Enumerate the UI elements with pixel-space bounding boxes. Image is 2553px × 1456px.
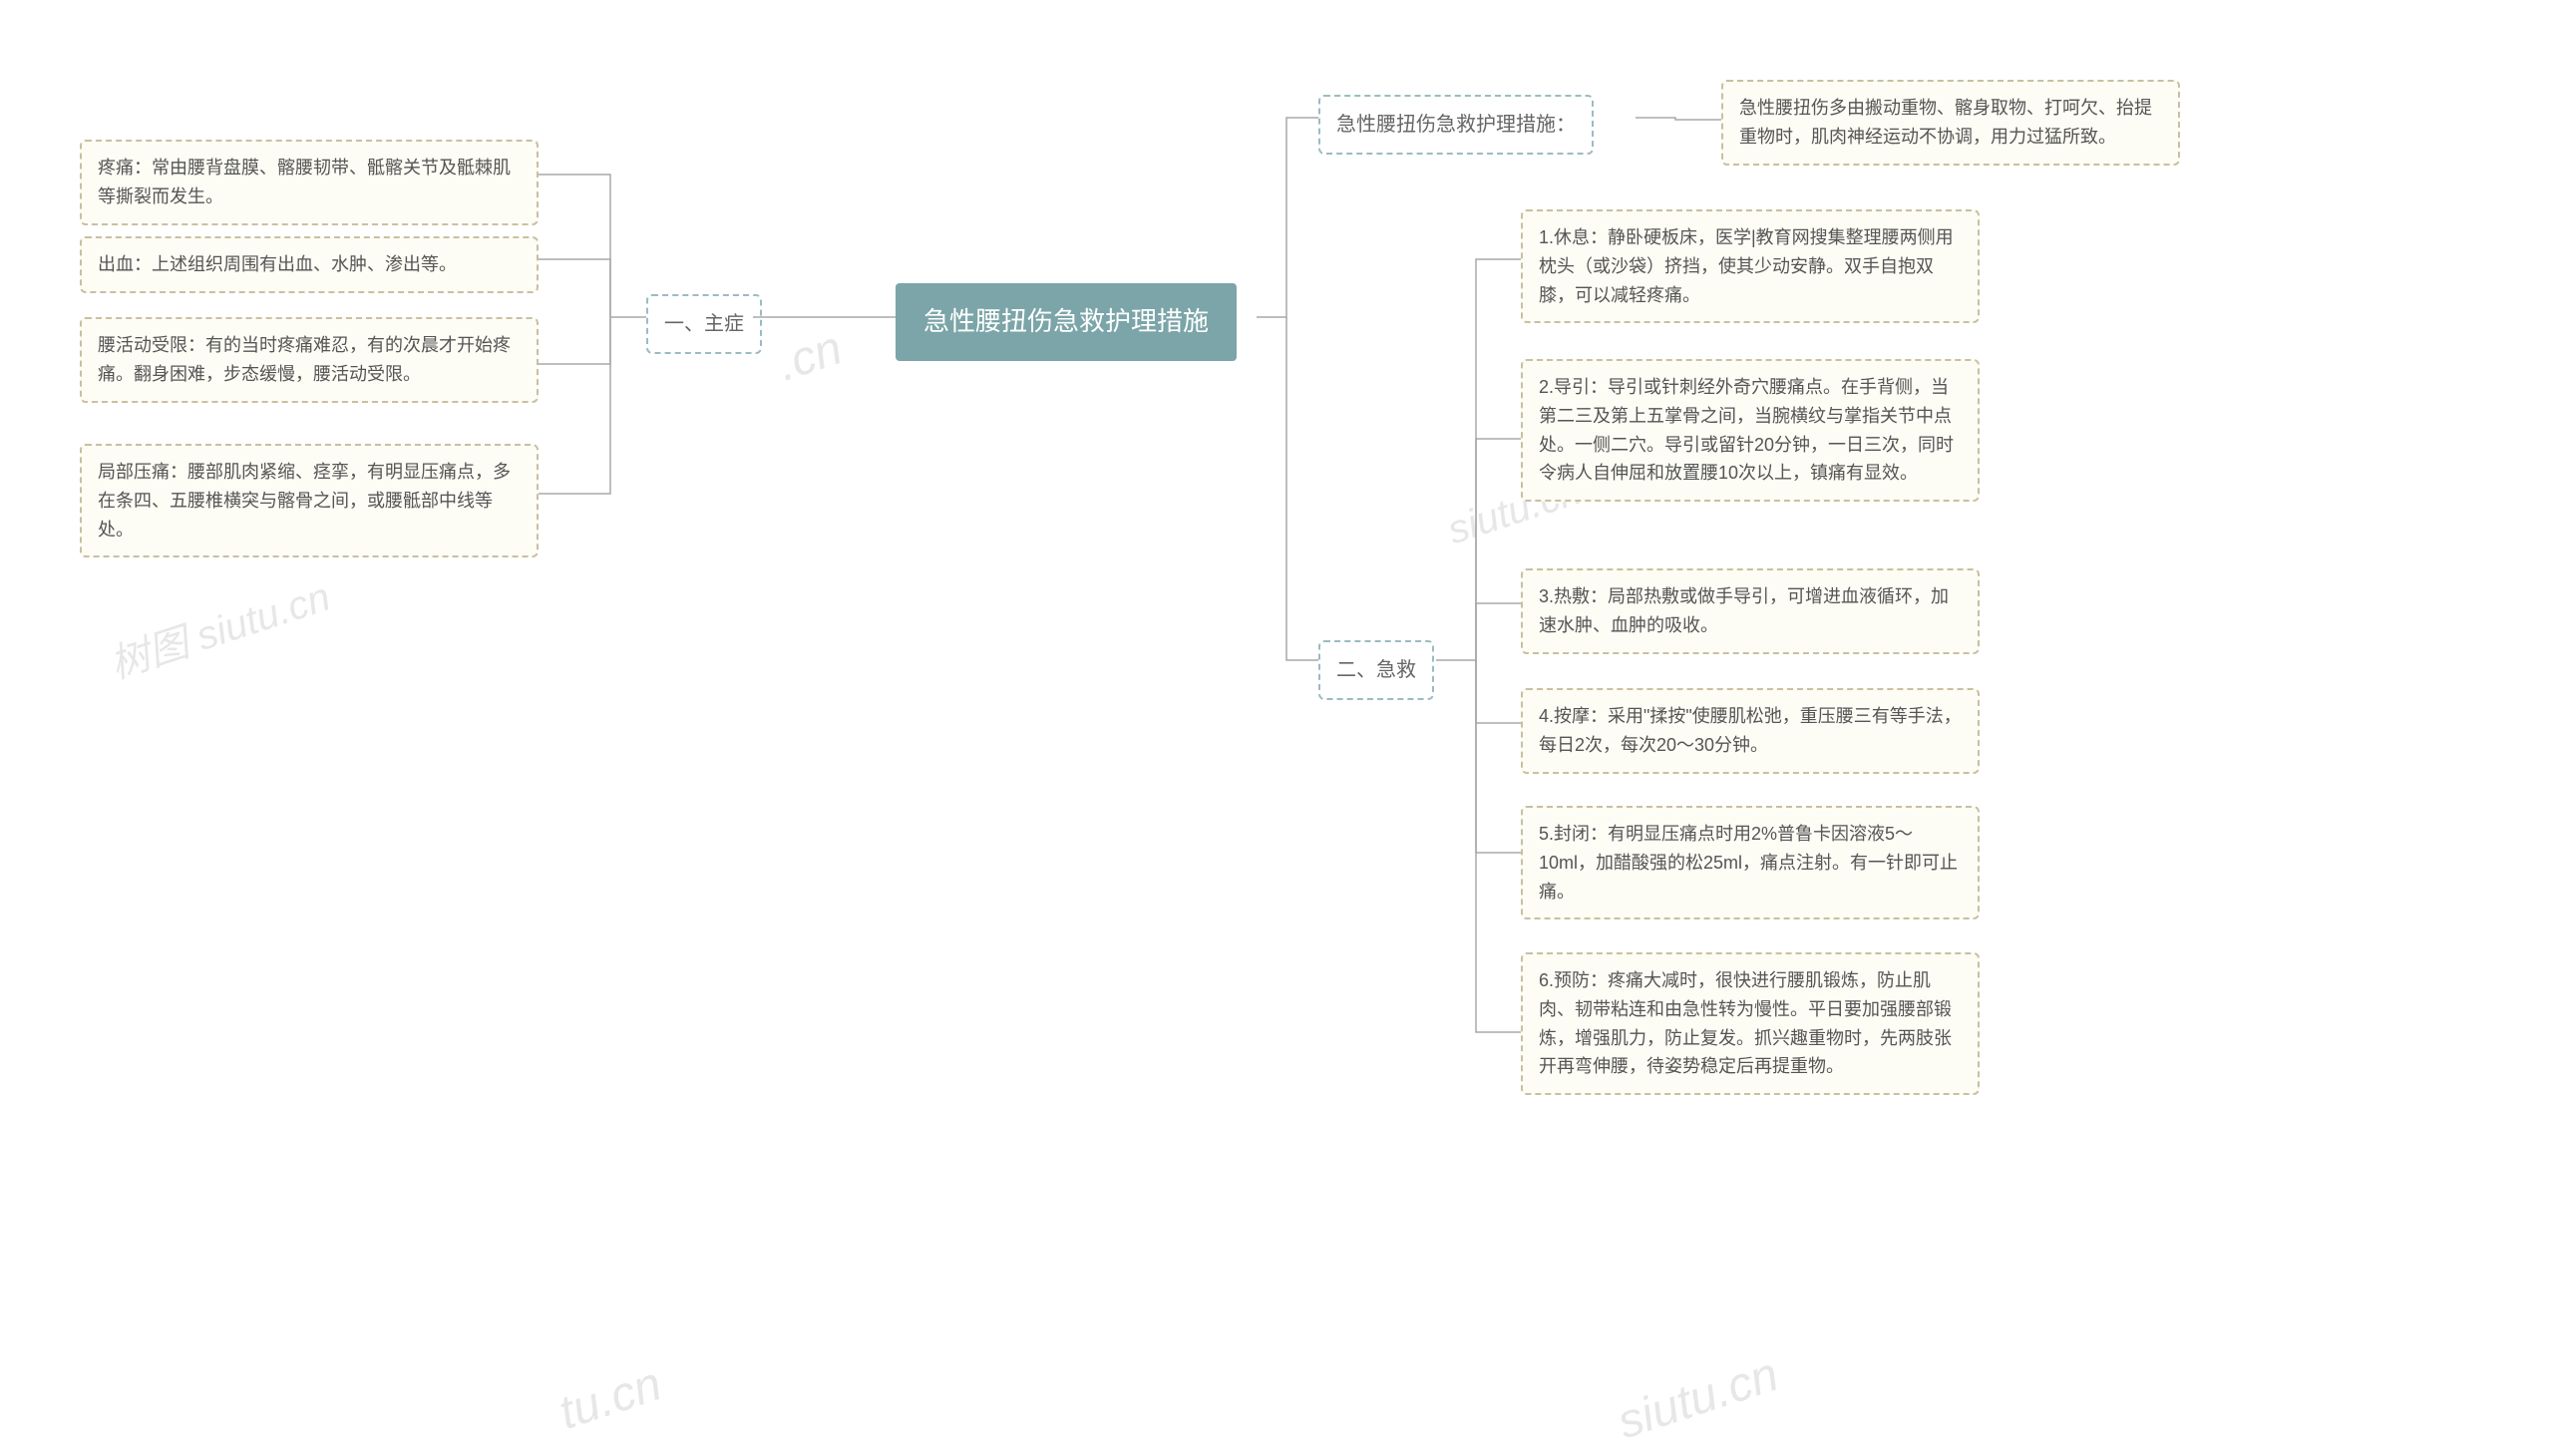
branch-firstaid-label: 二、急救 xyxy=(1336,659,1416,681)
leaf-cause-text: 急性腰扭伤多由搬动重物、髂身取物、打呵欠、抬提重物时，肌肉神经运动不协调，用力过… xyxy=(1739,98,2152,147)
leaf-bleeding-text: 出血：上述组织周围有出血、水肿、渗出等。 xyxy=(98,254,457,274)
leaf-massage: 4.按摩：采用"揉按"使腰肌松弛，重压腰三有等手法，每日2次，每次20～30分钟… xyxy=(1521,688,1980,774)
leaf-pain-text: 疼痛：常由腰背盘膜、髂腰韧带、骶髂关节及骶棘肌等撕裂而发生。 xyxy=(98,158,511,206)
branch-firstaid: 二、急救 xyxy=(1318,640,1434,700)
root-label: 急性腰扭伤急救护理措施 xyxy=(923,306,1209,336)
branch-symptoms-label: 一、主症 xyxy=(664,313,744,335)
leaf-rest-text: 1.休息：静卧硬板床，医学|教育网搜集整理腰两侧用枕头（或沙袋）挤挡，使其少动安… xyxy=(1539,227,1954,305)
watermark: tu.cn xyxy=(552,1356,668,1440)
leaf-limited-movement-text: 腰活动受限：有的当时疼痛难忍，有的次晨才开始疼痛。翻身困难，步态缓慢，腰活动受限… xyxy=(98,335,511,384)
leaf-rest: 1.休息：静卧硬板床，医学|教育网搜集整理腰两侧用枕头（或沙袋）挤挡，使其少动安… xyxy=(1521,209,1980,323)
watermark: 树图 siutu.cn xyxy=(102,564,337,690)
leaf-block: 5.封闭：有明显压痛点时用2%普鲁卡因溶液5～10ml，加醋酸强的松25ml，痛… xyxy=(1521,806,1980,919)
leaf-limited-movement: 腰活动受限：有的当时疼痛难忍，有的次晨才开始疼痛。翻身困难，步态缓慢，腰活动受限… xyxy=(80,317,539,403)
leaf-pain: 疼痛：常由腰背盘膜、髂腰韧带、骶髂关节及骶棘肌等撕裂而发生。 xyxy=(80,140,539,225)
branch-measures-title-label: 急性腰扭伤急救护理措施： xyxy=(1336,114,1576,136)
leaf-massage-text: 4.按摩：采用"揉按"使腰肌松弛，重压腰三有等手法，每日2次，每次20～30分钟… xyxy=(1539,706,1962,755)
leaf-local-tenderness-text: 局部压痛：腰部肌肉紧缩、痉挛，有明显压痛点，多在条四、五腰椎横突与髂骨之间，或腰… xyxy=(98,462,511,540)
leaf-local-tenderness: 局部压痛：腰部肌肉紧缩、痉挛，有明显压痛点，多在条四、五腰椎横突与髂骨之间，或腰… xyxy=(80,444,539,557)
branch-measures-title: 急性腰扭伤急救护理措施： xyxy=(1318,95,1594,155)
leaf-prevention: 6.预防：疼痛大减时，很快进行腰肌锻炼，防止肌肉、韧带粘连和由急性转为慢性。平日… xyxy=(1521,952,1980,1095)
leaf-prevention-text: 6.预防：疼痛大减时，很快进行腰肌锻炼，防止肌肉、韧带粘连和由急性转为慢性。平日… xyxy=(1539,970,1952,1076)
root-node: 急性腰扭伤急救护理措施 xyxy=(896,283,1237,361)
leaf-hot-compress-text: 3.热敷：局部热敷或做手导引，可增进血液循环，加速水肿、血肿的吸收。 xyxy=(1539,586,1949,635)
watermark: siutu.cn xyxy=(1612,1347,1785,1450)
leaf-block-text: 5.封闭：有明显压痛点时用2%普鲁卡因溶液5～10ml，加醋酸强的松25ml，痛… xyxy=(1539,824,1958,902)
leaf-acupuncture-text: 2.导引：导引或针刺经外奇穴腰痛点。在手背侧，当第二三及第上五掌骨之间，当腕横纹… xyxy=(1539,377,1954,483)
leaf-acupuncture: 2.导引：导引或针刺经外奇穴腰痛点。在手背侧，当第二三及第上五掌骨之间，当腕横纹… xyxy=(1521,359,1980,502)
leaf-cause: 急性腰扭伤多由搬动重物、髂身取物、打呵欠、抬提重物时，肌肉神经运动不协调，用力过… xyxy=(1721,80,2180,166)
branch-symptoms: 一、主症 xyxy=(646,294,762,354)
watermark: .cn xyxy=(771,320,849,392)
leaf-bleeding: 出血：上述组织周围有出血、水肿、渗出等。 xyxy=(80,236,539,293)
leaf-hot-compress: 3.热敷：局部热敷或做手导引，可增进血液循环，加速水肿、血肿的吸收。 xyxy=(1521,568,1980,654)
